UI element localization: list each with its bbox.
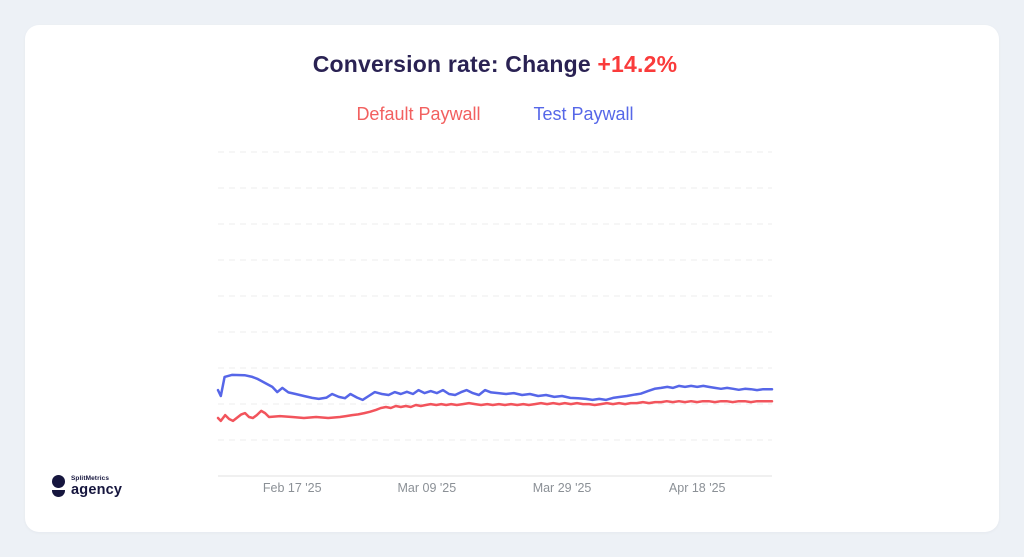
series-line-test-paywall xyxy=(216,373,774,402)
chart-title-change-value: +14.2% xyxy=(597,51,678,77)
logo-sub-text: agency xyxy=(71,482,123,498)
x-tick-label: Mar 09 '25 xyxy=(397,481,457,495)
plot-area xyxy=(216,151,774,478)
logo-brand-text: SplitMetrics xyxy=(71,475,110,482)
x-axis-labels: Feb 17 '25 Mar 09 '25 Mar 29 '25 Apr 18 '25 xyxy=(218,481,772,497)
series-line-default-paywall xyxy=(216,399,774,423)
legend-item-default-paywall[interactable]: Default Paywall xyxy=(356,104,481,124)
splitmetrics-agency-logo: SplitMetrics agency xyxy=(52,475,122,497)
logo-bowl-shape xyxy=(52,490,65,497)
logo-circle-shape xyxy=(52,475,65,488)
chart-title-text: Conversion rate: Change xyxy=(312,51,598,77)
chart-title: Conversion rate: Change +14.2% xyxy=(193,51,797,78)
x-tick-label: Apr 18 '25 xyxy=(668,481,726,495)
chart-legend: Default Paywall Test Paywall xyxy=(193,104,797,125)
plot-svg xyxy=(216,151,774,477)
conversion-rate-chart: Conversion rate: Change +14.2% Default P… xyxy=(193,25,797,505)
x-tick-label: Feb 17 '25 xyxy=(262,481,322,495)
legend-item-test-paywall[interactable]: Test Paywall xyxy=(533,104,634,124)
x-tick-label: Mar 29 '25 xyxy=(532,481,592,495)
splitmetrics-logo-icon xyxy=(52,475,65,497)
chart-card: Conversion rate: Change +14.2% Default P… xyxy=(25,25,999,532)
